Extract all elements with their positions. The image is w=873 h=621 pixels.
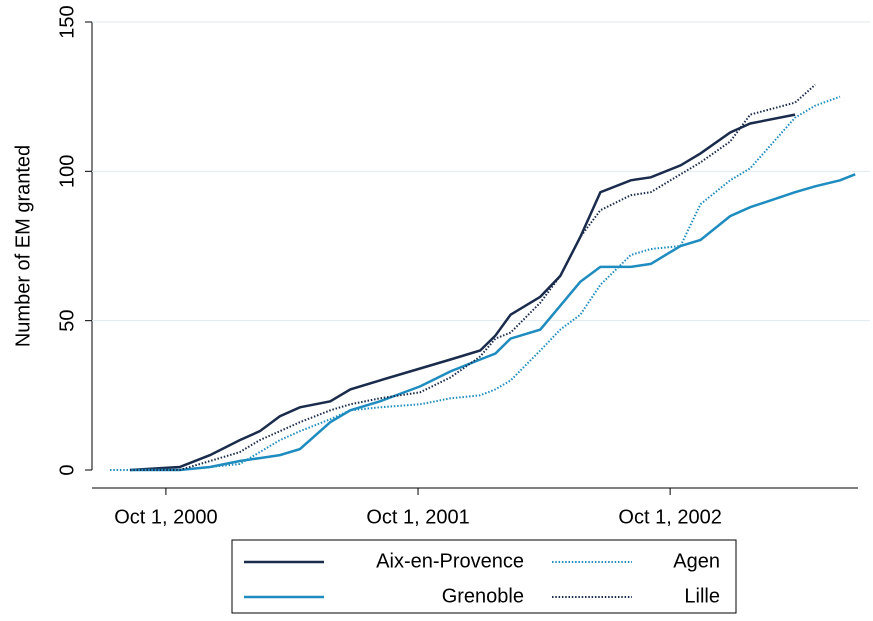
series-line — [130, 173, 856, 472]
series-line — [130, 83, 816, 471]
y-tick-label: 150 — [56, 5, 78, 38]
y-tick-label: 0 — [56, 464, 78, 475]
x-tick-label: Oct 1, 2001 — [366, 506, 469, 528]
x-tick-label: Oct 1, 2002 — [618, 506, 721, 528]
y-tick-label: 50 — [56, 310, 78, 332]
x-tick-label: Oct 1, 2000 — [114, 506, 217, 528]
legend-label: Lille — [684, 585, 720, 607]
series-line — [110, 95, 841, 471]
legend-label: Grenoble — [442, 585, 524, 607]
legend-label: Agen — [673, 550, 720, 572]
legend-label: Aix-en-Provence — [376, 550, 524, 572]
series-line — [129, 113, 796, 472]
y-tick-label: 100 — [56, 155, 78, 188]
y-axis-label: Number of EM granted — [12, 145, 34, 347]
legend-box — [231, 539, 737, 614]
